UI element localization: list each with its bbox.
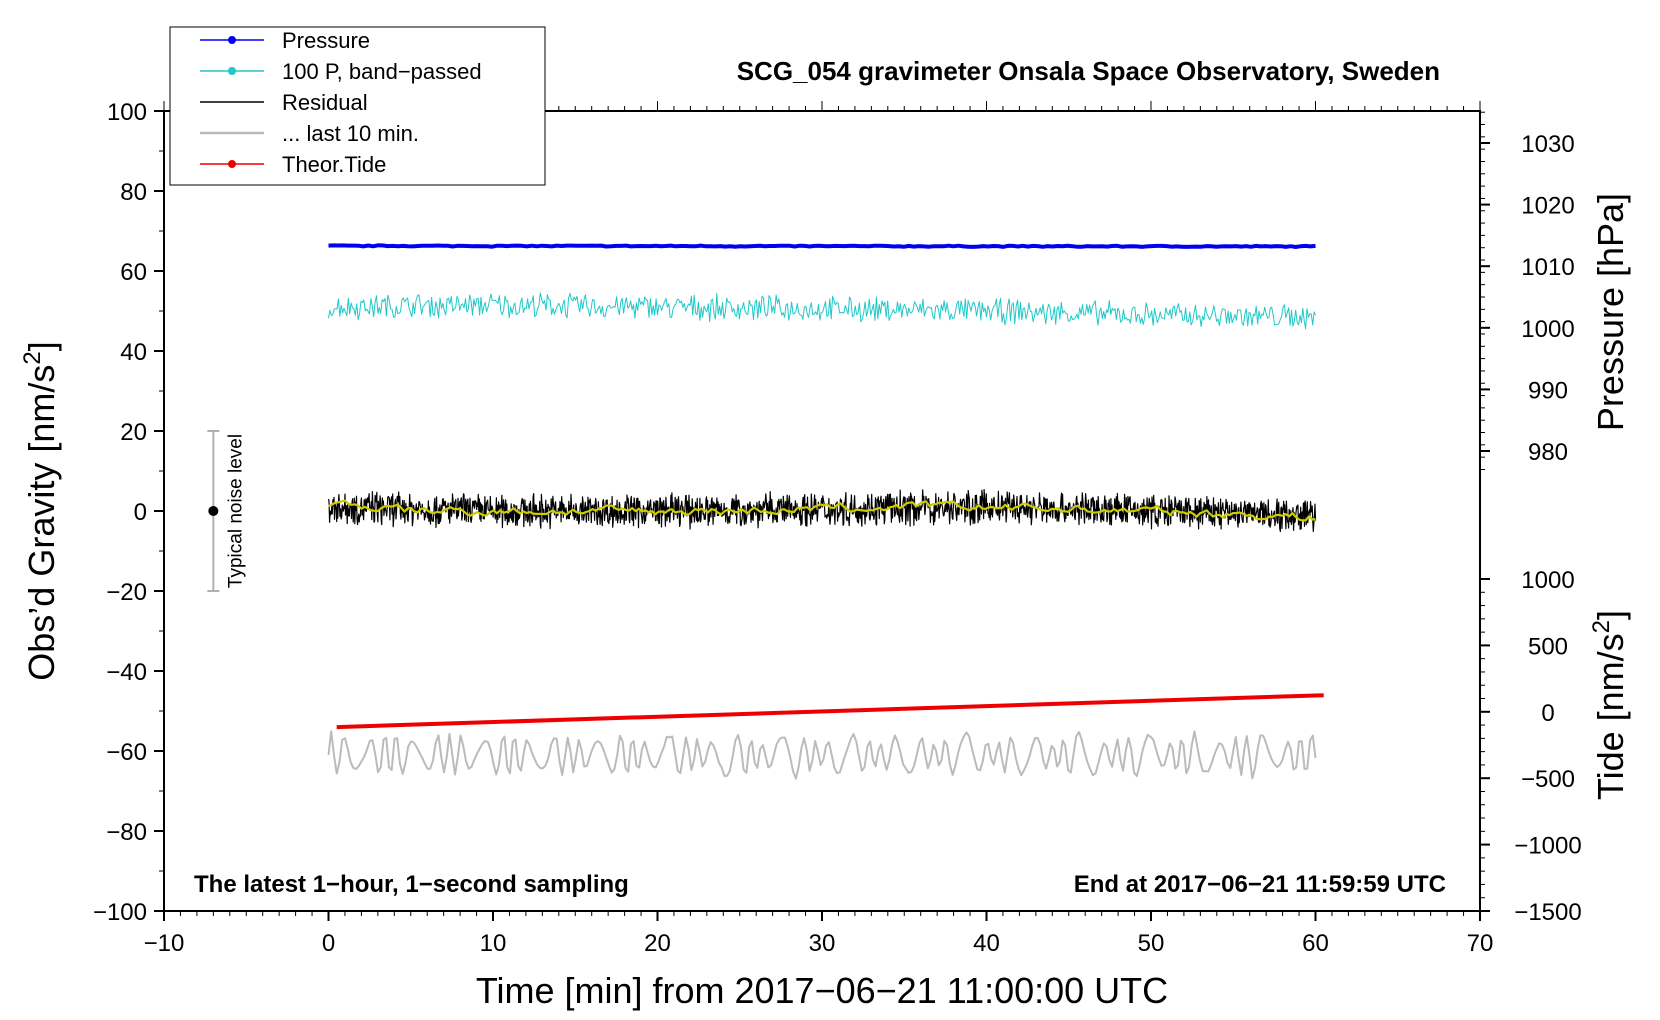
legend-label: Theor.Tide [282, 152, 386, 177]
x-tick-label: −10 [144, 930, 185, 957]
noise-bar-center-dot [208, 506, 219, 516]
legend-items: Pressure 100 P, band−passed Residual ... la… [200, 28, 482, 177]
series-group [327, 243, 1324, 780]
pressure-tick-label: 1030 [1521, 131, 1574, 158]
tide-tick-label: 1000 [1521, 567, 1574, 594]
tide-axis-label-main: Tide [nm/s [1590, 633, 1631, 800]
y-tick-label: 80 [120, 179, 147, 206]
x-tick-label: 50 [1138, 930, 1165, 957]
x-tick-label: 0 [322, 930, 335, 957]
pressure-tick-label: 1020 [1521, 193, 1574, 220]
series-line-residual-smoothed [328, 499, 1316, 522]
y-tick-label: −100 [93, 899, 147, 926]
y-tick-label: −60 [106, 739, 147, 766]
noise-level-indicator: Typical noise level [207, 430, 246, 592]
x-tick-label: 70 [1467, 930, 1494, 957]
y-axis-ticks: 100 80 60 40 20 0 −20 −40 −60 −80 −100 [93, 99, 164, 926]
legend-swatch-marker [228, 160, 236, 168]
series-line-last-10-min [327, 730, 1317, 780]
pressure-tick-label: 980 [1528, 439, 1568, 466]
legend-label: ... last 10 min. [282, 121, 419, 146]
tide-tick-label: −500 [1521, 766, 1575, 793]
tide-axis-ticks: 1000 500 0 −500 −1000 −1500 [1480, 567, 1582, 926]
footer-left: The latest 1−hour, 1−second sampling [194, 871, 629, 898]
series-line-residual [327, 489, 1317, 533]
tide-tick-label: −1000 [1514, 833, 1581, 860]
footer-right: End at 2017−06−21 11:59:59 UTC [1074, 871, 1446, 898]
tide-axis-label-sup: 2 [1588, 620, 1615, 633]
y-tick-label: 100 [107, 99, 147, 126]
legend-label: 100 P, band−passed [282, 59, 482, 84]
y-tick-label: −40 [106, 659, 147, 686]
x-tick-label: 30 [809, 930, 836, 957]
legend-swatch-marker [228, 67, 236, 75]
series-line-pressure [328, 243, 1316, 249]
tide-axis-label: Tide [nm/s2] [1588, 610, 1631, 800]
x-tick-label: 60 [1302, 930, 1329, 957]
y-axis-label-sup: 2 [19, 351, 46, 364]
legend-swatch-marker [228, 36, 236, 44]
y-tick-label: 40 [120, 339, 147, 366]
noise-bar-label: Typical noise level [225, 434, 246, 588]
pressure-tick-label: 990 [1528, 377, 1568, 404]
y-tick-label: −80 [106, 819, 147, 846]
legend: Pressure 100 P, band−passed Residual ... la… [169, 26, 546, 186]
x-axis-ticks: −10 0 10 20 30 40 50 60 70 [144, 911, 1494, 957]
y-axis-label: Obs’d Gravity [nm/s2] [19, 341, 62, 680]
x-axis-label: Time [min] from 2017−06−21 11:00:00 UTC [476, 970, 1168, 1011]
x-tick-label: 40 [973, 930, 1000, 957]
y-axis-label-main: Obs’d Gravity [nm/s [21, 365, 62, 681]
tide-tick-label: 500 [1528, 633, 1568, 660]
tide-tick-label: −1500 [1514, 899, 1581, 926]
legend-label: Residual [282, 90, 368, 115]
pressure-axis-ticks: 1030 1020 1010 1000 990 980 [1480, 131, 1575, 466]
tide-tick-label: 0 [1541, 700, 1554, 727]
y-tick-label: −20 [106, 579, 147, 606]
legend-label: Pressure [282, 28, 370, 53]
y-tick-label: 60 [120, 259, 147, 286]
series-line-100-p-band-passed [328, 292, 1316, 330]
y-tick-label: 0 [134, 499, 147, 526]
pressure-tick-label: 1000 [1521, 316, 1574, 343]
pressure-tick-label: 1010 [1521, 254, 1574, 281]
x-tick-label: 10 [480, 930, 507, 957]
y-axis-label-close: ] [21, 341, 62, 351]
pressure-axis-label: Pressure [hPa] [1590, 193, 1631, 431]
legend-box [169, 26, 546, 186]
y-tick-label: 20 [120, 419, 147, 446]
tide-axis-label-close: ] [1590, 610, 1631, 620]
series-line-theor-tide [336, 693, 1324, 730]
chart-title: SCG_054 gravimeter Onsala Space Observat… [737, 56, 1440, 86]
x-tick-label: 20 [644, 930, 671, 957]
